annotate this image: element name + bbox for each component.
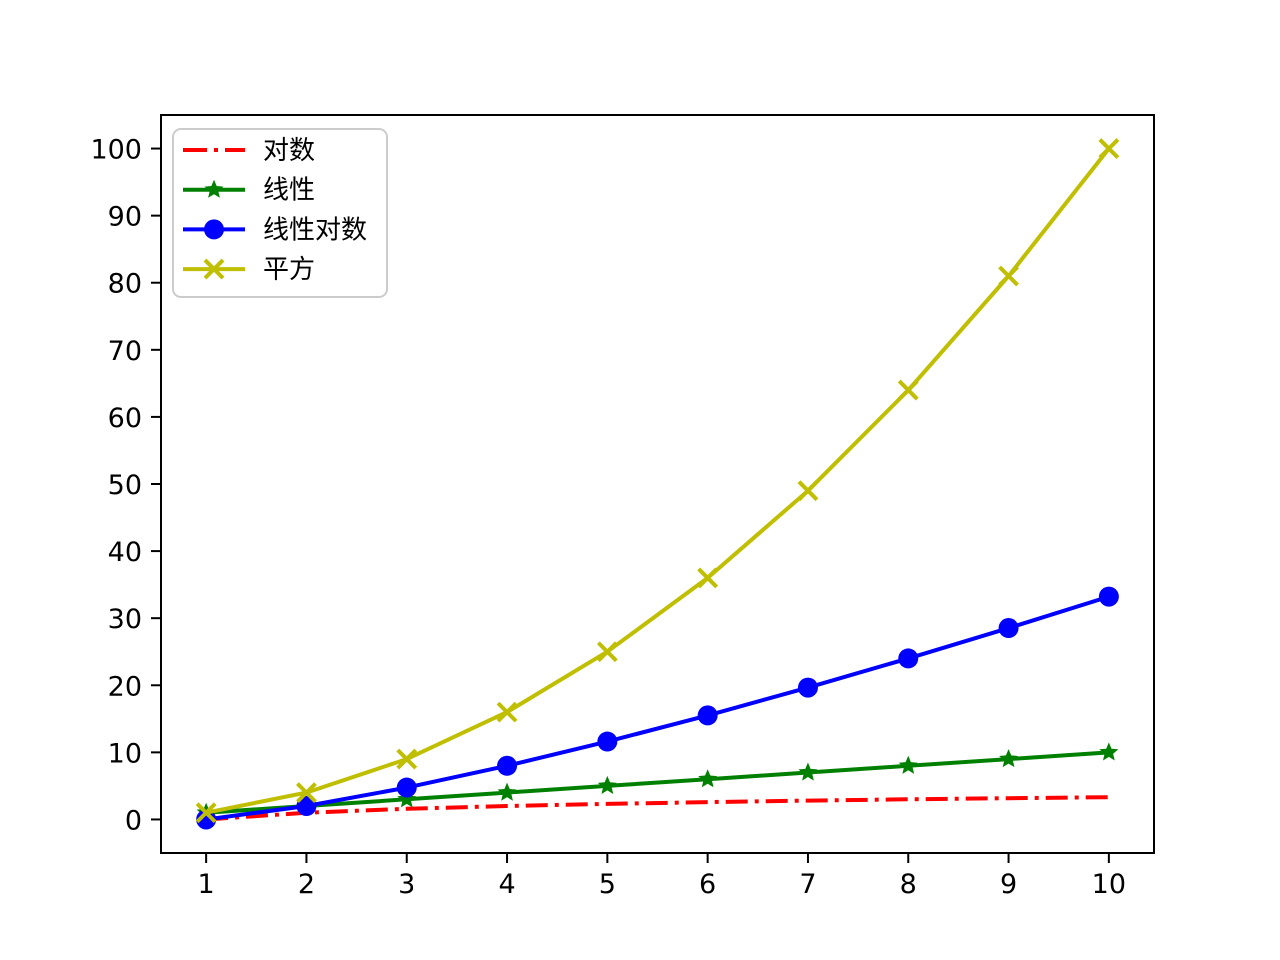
y-tick-label: 60 bbox=[108, 403, 142, 434]
series-markers-2 bbox=[196, 586, 1119, 830]
series-line-0 bbox=[205, 795, 1109, 822]
legend-item: 对数 bbox=[183, 136, 315, 166]
circle-marker-icon bbox=[196, 809, 217, 830]
series-layer bbox=[195, 138, 1120, 830]
series-line-3 bbox=[205, 147, 1111, 815]
circle-marker-icon bbox=[998, 618, 1019, 639]
circle-marker-icon bbox=[697, 705, 718, 726]
series-0 bbox=[205, 795, 1109, 822]
legend-item: 平方 bbox=[183, 255, 315, 285]
star-marker-icon bbox=[898, 755, 918, 774]
y-tick-label: 20 bbox=[108, 671, 142, 702]
x-tick-label: 8 bbox=[900, 869, 917, 900]
circle-marker-icon bbox=[898, 648, 919, 669]
legend-frame bbox=[172, 128, 388, 298]
x-tick-label: 1 bbox=[198, 869, 215, 900]
y-tick-label: 0 bbox=[125, 805, 142, 836]
y-tick-label: 70 bbox=[108, 336, 142, 367]
y-tick-label: 50 bbox=[108, 470, 142, 501]
legend-label: 线性 bbox=[263, 176, 315, 206]
series-3 bbox=[195, 138, 1120, 824]
star-marker-icon bbox=[497, 782, 517, 801]
circle-marker-icon bbox=[797, 677, 818, 698]
legend-circle-marker-icon bbox=[204, 219, 224, 240]
circle-marker-icon bbox=[296, 796, 317, 817]
x-tick-label: 6 bbox=[699, 869, 716, 900]
x-marker-icon bbox=[998, 265, 1019, 287]
y-tick-label: 100 bbox=[90, 135, 142, 166]
x-tick-label: 2 bbox=[298, 869, 315, 900]
x-marker-icon bbox=[195, 802, 217, 824]
x-marker-icon bbox=[396, 748, 418, 770]
x-tick-label: 7 bbox=[799, 869, 816, 900]
x-axis: 1 2 3 4 5 6 7 8 9 10 bbox=[198, 853, 1126, 900]
y-tick-label: 40 bbox=[108, 537, 142, 568]
legend-x-marker-icon bbox=[203, 258, 225, 280]
star-marker-icon bbox=[798, 762, 818, 781]
x-tick-label: 3 bbox=[398, 869, 415, 900]
y-tick-label: 10 bbox=[108, 738, 142, 769]
legend-label: 平方 bbox=[263, 255, 315, 285]
legend-item: 线性 bbox=[183, 176, 315, 206]
x-marker-icon bbox=[797, 480, 819, 502]
star-marker-icon bbox=[597, 775, 617, 794]
legend-label: 线性对数 bbox=[263, 215, 367, 245]
circle-marker-icon bbox=[396, 777, 417, 798]
star-marker-icon bbox=[999, 749, 1019, 768]
circle-marker-icon bbox=[497, 755, 518, 776]
circle-marker-icon bbox=[1098, 586, 1119, 607]
series-markers-3 bbox=[195, 138, 1120, 824]
x-marker-icon bbox=[596, 641, 618, 663]
series-2 bbox=[196, 586, 1119, 830]
x-marker-icon bbox=[697, 567, 719, 589]
star-marker-icon bbox=[1099, 742, 1119, 761]
star-marker-icon bbox=[397, 789, 417, 808]
x-tick-label: 10 bbox=[1092, 869, 1126, 900]
x-tick-label: 9 bbox=[1000, 869, 1017, 900]
legend-star-marker-icon bbox=[204, 179, 224, 198]
series-line-2 bbox=[205, 594, 1110, 822]
y-axis: 0 10 20 30 40 50 60 70 80 90 100 bbox=[90, 135, 161, 836]
x-marker-icon bbox=[897, 379, 919, 401]
x-marker-icon bbox=[496, 701, 518, 723]
circle-marker-icon bbox=[597, 731, 618, 752]
x-marker-icon bbox=[1098, 138, 1120, 159]
y-tick-label: 90 bbox=[108, 202, 142, 233]
y-tick-label: 30 bbox=[108, 604, 142, 635]
legend-item: 线性对数 bbox=[183, 215, 367, 245]
x-marker-icon bbox=[296, 782, 317, 804]
x-tick-label: 4 bbox=[498, 869, 515, 900]
legend-label: 对数 bbox=[263, 136, 315, 166]
series-line-1 bbox=[205, 750, 1110, 815]
star-marker-icon bbox=[698, 769, 718, 788]
x-tick-label: 5 bbox=[599, 869, 616, 900]
y-tick-label: 80 bbox=[108, 269, 142, 300]
